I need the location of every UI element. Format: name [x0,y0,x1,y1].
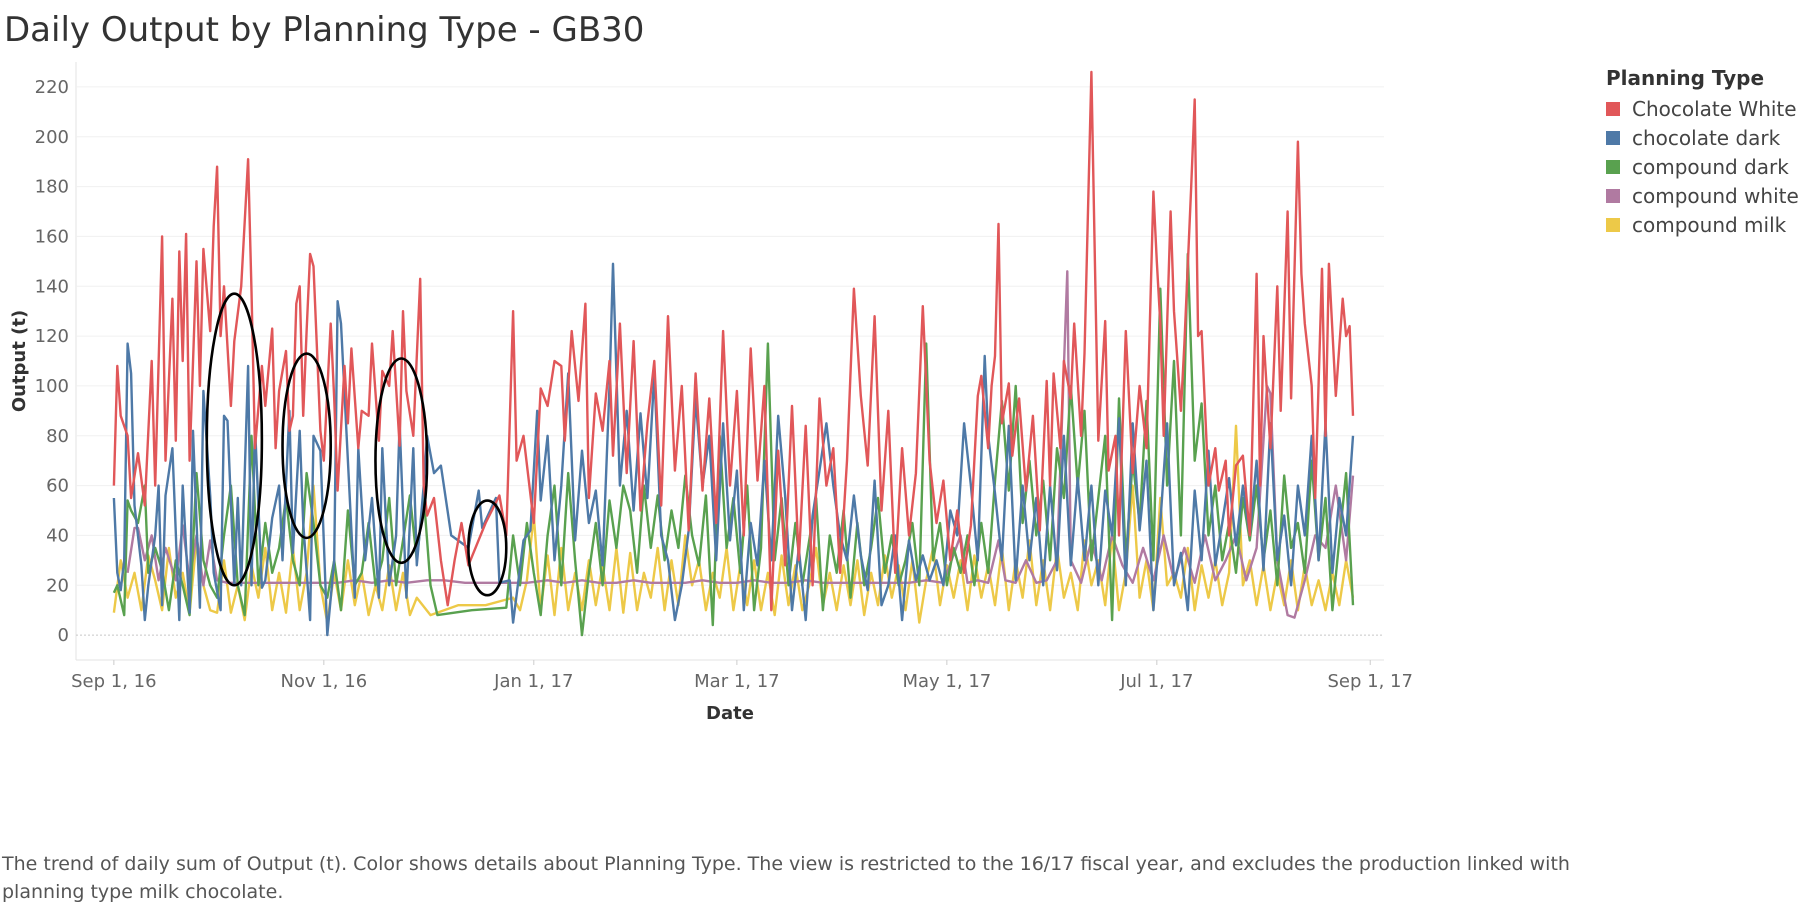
x-tick-label: Sep 1, 16 [71,671,156,692]
legend-swatch [1606,217,1620,232]
legend-items: Chocolate White chocolate dark compound da… [1606,94,1799,239]
y-tick-label: 120 [35,326,69,347]
series-line-chocolate-dark [112,262,1355,637]
chart-title: Daily Output by Planning Type - GB30 [4,10,645,50]
y-tick-label: 160 [35,226,69,247]
chart-caption: The trend of daily sum of Output (t). Co… [2,853,1570,903]
y-tick-label: 0 [58,625,69,646]
annotation-ellipse [205,292,264,587]
x-tick-label: Jul 1, 17 [1119,671,1193,692]
legend-swatch [1606,130,1620,145]
legend-item[interactable]: compound milk [1606,210,1799,239]
y-tick-label: 140 [35,276,69,297]
legend-swatch [1606,101,1620,116]
y-tick-label: 20 [46,575,69,596]
legend-item[interactable]: chocolate dark [1606,123,1799,152]
legend: Planning Type Chocolate White chocolate d… [1606,66,1799,239]
legend-label: compound dark [1632,154,1789,179]
annotation-ellipse [281,352,333,540]
annotation-ellipse [467,499,508,597]
x-tick-label: Jan 1, 17 [493,671,573,692]
legend-item[interactable]: Chocolate White [1606,94,1799,123]
y-tick-label: 80 [46,426,69,447]
x-tick-label: Sep 1, 17 [1328,671,1413,692]
legend-swatch [1606,188,1620,203]
legend-label: compound milk [1632,212,1787,237]
series-line-chocolate-white [112,70,1355,612]
legend-label: chocolate dark [1632,125,1781,150]
legend-label: Chocolate White [1632,96,1797,121]
legend-title: Planning Type [1606,66,1765,90]
legend-item[interactable]: compound white [1606,181,1799,210]
y-tick-label: 40 [46,525,69,546]
x-tick-label: Mar 1, 17 [694,671,779,692]
legend-item[interactable]: compound dark [1606,152,1799,181]
series-line-compound-dark [112,252,1355,637]
legend-swatch [1606,159,1620,174]
line-chart: 0 20 40 60 80 100 120 140 160 180 200 220 Sep 1, 16 N… [9,62,1413,724]
y-tick-label: 220 [35,77,69,98]
legend-label: compound white [1632,183,1799,208]
x-tick-label: May 1, 17 [902,671,991,692]
y-tick-label: 180 [35,177,69,198]
series-line-compound-milk [112,424,1355,624]
x-tick-label: Nov 1, 16 [281,671,368,692]
y-axis-title: Output (t) [9,310,30,412]
annotation-ellipse [374,357,429,565]
y-tick-label: 200 [35,127,69,148]
y-tick-label: 60 [46,476,69,497]
y-tick-label: 100 [35,376,69,397]
x-axis-title: Date [706,703,754,724]
